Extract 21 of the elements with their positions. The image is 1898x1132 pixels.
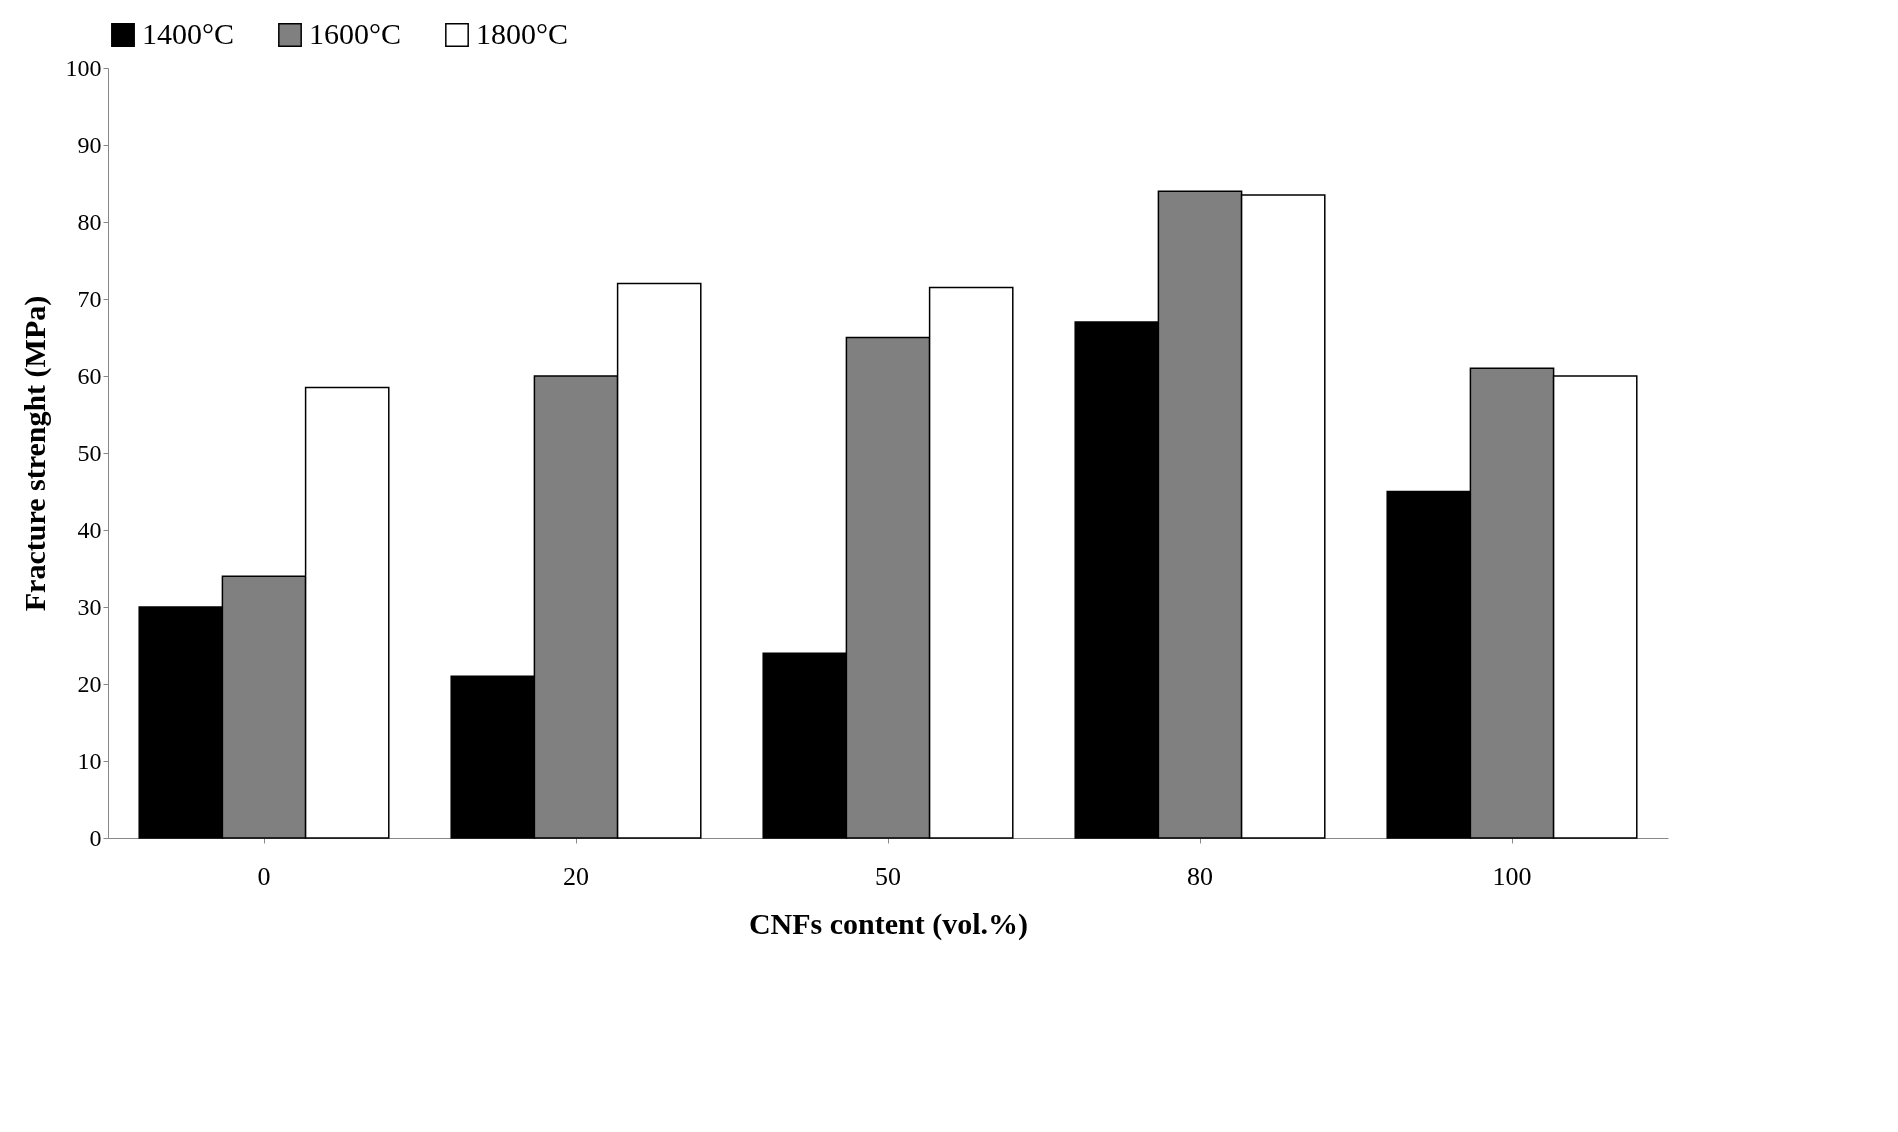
x-tick-label: 0 [257,861,271,891]
y-tick-label: 20 [77,670,102,697]
y-tick-label: 100 [65,54,102,81]
legend-label: 1800°C [476,17,569,50]
y-tick-label: 90 [77,131,102,158]
y-tick-label: 30 [77,593,102,620]
x-tick-label: 50 [875,861,901,891]
y-tick-label: 50 [77,439,102,466]
x-tick-label: 20 [563,861,589,891]
x-tick-label: 80 [1187,861,1213,891]
x-tick-label: 100 [1492,861,1532,891]
y-axis-title: Fracture strenght (MPa) [17,295,52,612]
y-tick-label: 80 [77,208,102,235]
y-tick-label: 70 [77,285,102,312]
legend-label: 1600°C [309,17,402,50]
y-tick-label: 40 [77,516,102,543]
y-tick-label: 60 [77,362,102,389]
legend-label: 1400°C [142,17,235,50]
x-axis-title: CNFs content (vol.%) [748,906,1029,941]
y-tick-label: 0 [89,824,102,851]
y-tick-label: 10 [77,747,102,774]
